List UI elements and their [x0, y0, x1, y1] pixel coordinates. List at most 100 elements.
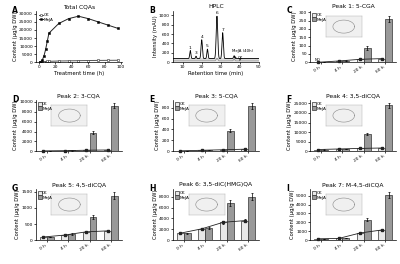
- Bar: [83, 232, 90, 240]
- Bar: [241, 149, 248, 151]
- Title: Peak 7: M-4,5-diCQA: Peak 7: M-4,5-diCQA: [322, 182, 384, 187]
- Bar: [83, 150, 90, 151]
- Bar: [378, 230, 385, 240]
- Bar: [364, 134, 371, 151]
- MeJA: [96, 20, 100, 23]
- Bar: [342, 61, 349, 62]
- Legend: CK, MeJA: CK, MeJA: [38, 102, 52, 111]
- CK: [106, 59, 110, 62]
- Title: Peak 3: 5-CQA: Peak 3: 5-CQA: [195, 93, 237, 98]
- Bar: [336, 238, 342, 240]
- MeJA: [66, 17, 71, 20]
- Bar: [357, 59, 364, 62]
- Bar: [198, 229, 205, 240]
- Title: Peak 1: 5-CGA: Peak 1: 5-CGA: [332, 4, 374, 10]
- Bar: [378, 59, 385, 62]
- Bar: [111, 196, 118, 240]
- Bar: [68, 150, 75, 151]
- Bar: [336, 61, 342, 62]
- Text: F: F: [286, 95, 292, 104]
- Text: 4: 4: [200, 35, 203, 39]
- Bar: [336, 149, 342, 151]
- Bar: [220, 150, 227, 151]
- X-axis label: Retention time (min): Retention time (min): [188, 71, 244, 76]
- Bar: [61, 235, 68, 240]
- Bar: [198, 150, 205, 151]
- Bar: [321, 239, 328, 240]
- Legend: CK, MeJA: CK, MeJA: [312, 102, 327, 111]
- Text: 7: 7: [221, 28, 224, 32]
- Bar: [40, 237, 47, 240]
- Bar: [385, 195, 392, 240]
- MeJA: [43, 48, 48, 51]
- MeJA: [38, 60, 43, 63]
- Bar: [385, 19, 392, 62]
- Text: MeJA (40h): MeJA (40h): [232, 49, 253, 58]
- CK: [40, 60, 45, 63]
- MeJA: [56, 22, 61, 25]
- Text: G: G: [12, 184, 18, 193]
- Bar: [364, 220, 371, 240]
- Bar: [357, 148, 364, 151]
- Text: B: B: [149, 6, 155, 15]
- CK: [43, 60, 48, 63]
- Y-axis label: Content (μg/g DW): Content (μg/g DW): [152, 190, 158, 239]
- Bar: [321, 149, 328, 151]
- Bar: [364, 48, 371, 62]
- X-axis label: Treatment time (h): Treatment time (h): [54, 71, 104, 76]
- Bar: [241, 221, 248, 240]
- MeJA: [86, 17, 91, 20]
- CK: [38, 60, 43, 63]
- Bar: [342, 149, 349, 151]
- MeJA: [46, 32, 51, 35]
- Line: CK: CK: [39, 59, 119, 63]
- CK: [116, 59, 120, 62]
- Bar: [220, 222, 227, 240]
- Text: E: E: [149, 95, 154, 104]
- Bar: [90, 217, 96, 240]
- Bar: [357, 233, 364, 240]
- MeJA: [45, 40, 50, 43]
- Title: Peak 4: 3,5-diCQA: Peak 4: 3,5-diCQA: [326, 93, 380, 98]
- Bar: [314, 239, 321, 240]
- CK: [66, 59, 71, 62]
- Bar: [227, 203, 234, 240]
- Bar: [314, 149, 321, 151]
- Bar: [104, 231, 111, 240]
- Text: A: A: [12, 6, 18, 15]
- Bar: [205, 228, 212, 240]
- Text: D: D: [12, 95, 18, 104]
- MeJA: [116, 27, 120, 30]
- CK: [76, 59, 81, 62]
- CK: [45, 60, 50, 63]
- Bar: [248, 106, 255, 151]
- Legend: CK, MeJA: CK, MeJA: [38, 13, 54, 22]
- Bar: [385, 105, 392, 151]
- Y-axis label: Content (μg/g DW): Content (μg/g DW): [287, 101, 292, 150]
- Text: CK: CK: [238, 56, 243, 60]
- Bar: [248, 197, 255, 240]
- Title: Peak 2: 3-CQA: Peak 2: 3-CQA: [58, 93, 100, 98]
- Text: ND: ND: [315, 58, 320, 62]
- Bar: [90, 133, 96, 151]
- Y-axis label: Content (μg/g DW): Content (μg/g DW): [13, 101, 18, 150]
- Title: Total CQAs: Total CQAs: [63, 4, 95, 10]
- Title: Peak 5: 4,5-diCQA: Peak 5: 4,5-diCQA: [52, 182, 106, 187]
- Bar: [68, 234, 75, 240]
- Title: Peak 6: 3,5-diC(HMG)QA: Peak 6: 3,5-diC(HMG)QA: [180, 182, 252, 187]
- CK: [86, 59, 91, 62]
- Y-axis label: Content (μg/g DW): Content (μg/g DW): [155, 101, 160, 150]
- MeJA: [76, 15, 81, 18]
- Legend: CK, MeJA: CK, MeJA: [312, 191, 327, 200]
- Bar: [177, 233, 184, 240]
- Text: 3: 3: [195, 51, 197, 55]
- Y-axis label: Content (μg/g DW): Content (μg/g DW): [290, 190, 294, 239]
- Bar: [104, 150, 111, 151]
- Y-axis label: Intensity (mAU): Intensity (mAU): [152, 16, 158, 57]
- CK: [38, 60, 42, 64]
- Bar: [47, 237, 54, 240]
- Y-axis label: Content (μg/g DW): Content (μg/g DW): [12, 12, 18, 61]
- Bar: [184, 233, 191, 240]
- Text: H: H: [149, 184, 156, 193]
- Bar: [378, 148, 385, 151]
